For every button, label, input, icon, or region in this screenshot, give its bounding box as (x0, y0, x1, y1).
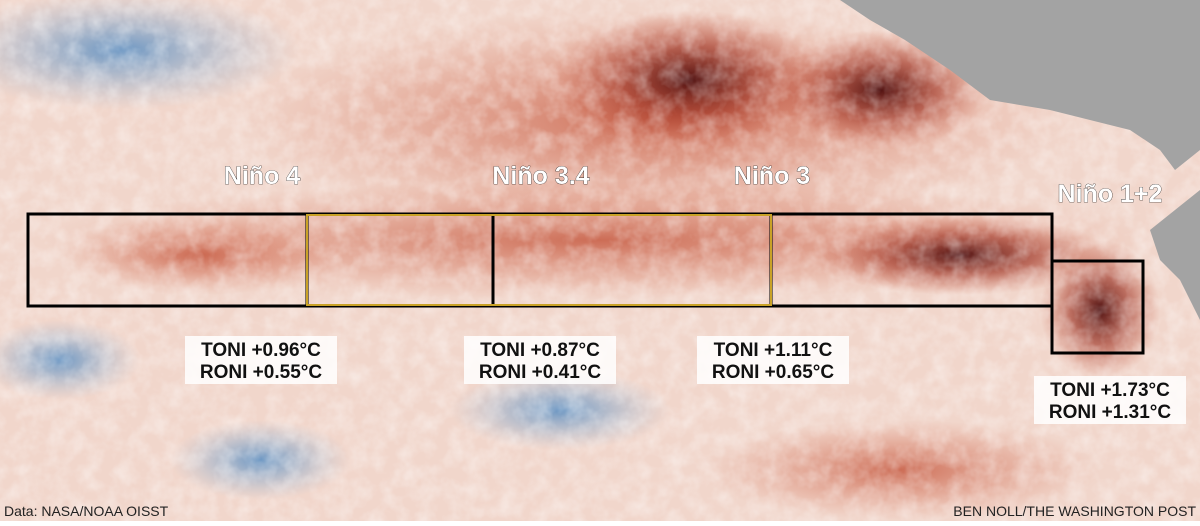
stat-boxes: TONI +0.96°C RONI +0.55°C TONI +0.87°C R… (185, 336, 1186, 424)
roni-label: RONI +0.65°C (712, 362, 834, 383)
stat-bg (464, 336, 616, 384)
toni-label: TONI +0.96°C (201, 340, 321, 361)
region-name: Niño 1+2 (1058, 180, 1163, 208)
toni-label: TONI +1.11°C (714, 340, 833, 361)
byline: BEN NOLL/THE WASHINGTON POST (953, 503, 1196, 519)
roni-label: RONI +0.41°C (479, 362, 601, 383)
toni-label: TONI +1.73°C (1050, 380, 1170, 401)
stat-bg (697, 336, 849, 384)
stat-bg (185, 336, 337, 384)
region-name: Niño 3.4 (492, 162, 589, 190)
region-boxes (26, 212, 1145, 355)
region-name: Niño 3 (734, 162, 810, 190)
nino12-box (1050, 259, 1145, 355)
stat-bg (1034, 376, 1186, 424)
roni-label: RONI +1.31°C (1049, 402, 1171, 423)
roni-label: RONI +0.55°C (200, 362, 322, 383)
region-name: Niño 4 (224, 162, 300, 190)
nino34-box (306, 214, 772, 306)
toni-label: TONI +0.87°C (480, 340, 600, 361)
source-credit: Data: NASA/NOAA OISST (4, 503, 169, 519)
